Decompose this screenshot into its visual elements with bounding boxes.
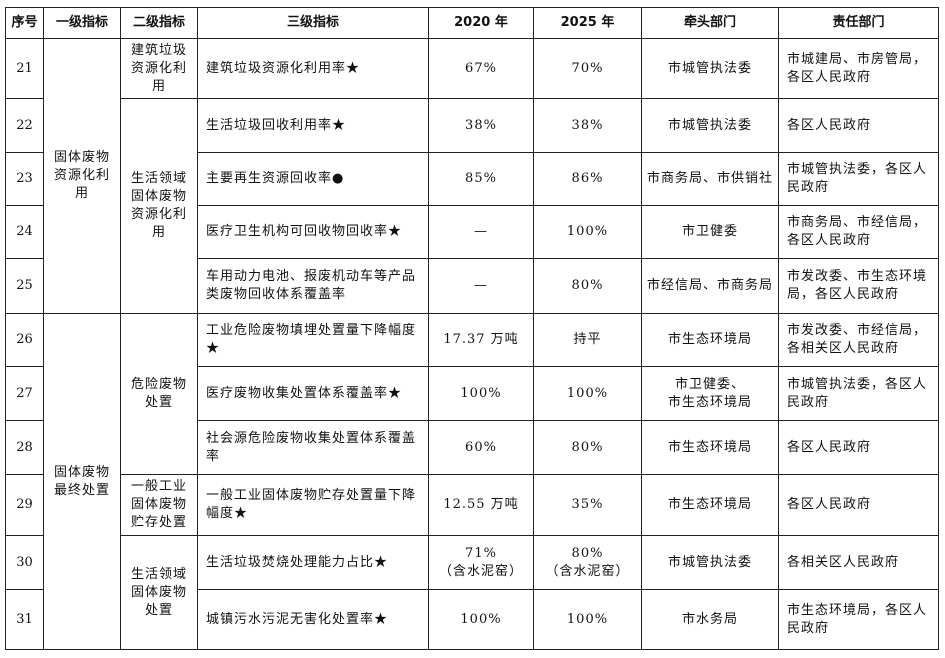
row-seq: 29 — [5, 474, 44, 536]
lead-department: 市城管执法委 — [641, 38, 779, 99]
row-seq: 31 — [5, 589, 44, 650]
value-2025: 100% — [533, 366, 642, 421]
header-seq: 序号 — [5, 7, 44, 39]
responsible-department: 各区人民政府 — [778, 474, 939, 536]
table-row: 23 主要再生资源回收率● 85% 86% 市商务局、市供销社 市城管执法委，各区人民政府 — [5, 152, 939, 206]
header-level3: 三级指标 — [197, 7, 429, 39]
level1-indicator: 固体废物最终处置 — [43, 313, 121, 650]
table-row: 30 生活领域固体废物处置 生活垃圾焚烧处理能力占比★ 71% （含水泥窑） 80% （含水… — [5, 535, 939, 650]
table-row: 22 生活领域固体废物资源化利用 生活垃圾回收利用率★ 38% 38% 市城管执法委 各区人… — [5, 98, 939, 314]
responsible-department: 市商务局、市经信局，各区人民政府 — [778, 205, 939, 259]
value-2025: 100% — [533, 205, 642, 259]
table-row: 26 固体废物最终处置 危险废物处置 工业危险废物填埋处置量下降幅度★ 17.37 万吨… — [5, 313, 939, 650]
level3-indicator: 生活垃圾焚烧处理能力占比★ — [197, 535, 429, 590]
row-seq: 22 — [5, 98, 44, 153]
table-row: 27 医疗废物收集处置体系覆盖率★ 100% 100% 市卫健委、 市生态环境局 市城管执法… — [5, 366, 939, 421]
responsible-department: 各区人民政府 — [778, 420, 939, 475]
level3-indicator: 医疗废物收集处置体系覆盖率★ — [197, 366, 429, 421]
value-2020: — — [428, 205, 534, 259]
table-row: 28 社会源危险废物收集处置体系覆盖率 60% 80% 市生态环境局 各区人民政府 — [5, 420, 939, 475]
header-row: 序号 一级指标 二级指标 三级指标 2020 年 2025 年 牵头部门 责任部… — [5, 7, 939, 39]
header-2020: 2020 年 — [428, 7, 534, 39]
value-2025: 持平 — [533, 313, 642, 367]
level3-indicator: 社会源危险废物收集处置体系覆盖率 — [197, 420, 429, 475]
level3-indicator: 城镇污水污泥无害化处置率★ — [197, 589, 429, 650]
table-row: 31 城镇污水污泥无害化处置率★ 100% 100% 市水务局 市生态环境局，各区人民政府 — [5, 589, 939, 650]
level3-indicator: 生活垃圾回收利用率★ — [197, 98, 429, 153]
lead-department: 市水务局 — [641, 589, 779, 650]
row-seq: 27 — [5, 366, 44, 421]
table-row: 21 固体废物资源化利用 建筑垃圾资源化利用 建筑垃圾资源化利用率★ 67% 70% 市城管… — [5, 38, 939, 314]
row-seq: 26 — [5, 313, 44, 367]
value-2020: 100% — [428, 589, 534, 650]
value-2020: 67% — [428, 38, 534, 99]
lead-department: 市生态环境局 — [641, 474, 779, 536]
header-level2: 二级指标 — [120, 7, 198, 39]
value-2020: 38% — [428, 98, 534, 153]
value-2020: 100% — [428, 366, 534, 421]
level2-indicator: 生活领域固体废物处置 — [120, 535, 198, 650]
header-resp-dept: 责任部门 — [778, 7, 939, 39]
level2-indicator: 生活领域固体废物资源化利用 — [120, 98, 198, 314]
header-2025: 2025 年 — [533, 7, 642, 39]
lead-department: 市经信局、市商务局 — [641, 258, 779, 314]
level3-indicator: 主要再生资源回收率● — [197, 152, 429, 206]
value-2025: 100% — [533, 589, 642, 650]
responsible-department: 市城建局、市房管局，各区人民政府 — [778, 38, 939, 99]
value-2025: 35% — [533, 474, 642, 536]
value-2025: 70% — [533, 38, 642, 99]
row-seq: 28 — [5, 420, 44, 475]
value-2020: 60% — [428, 420, 534, 475]
table-row: 29 一般工业固体废物贮存处置 一般工业固体废物贮存处置量下降幅度★ 12.55 万吨… — [5, 474, 939, 536]
value-2025: 86% — [533, 152, 642, 206]
responsible-department: 市城管执法委，各区人民政府 — [778, 366, 939, 421]
row-seq: 21 — [5, 38, 44, 99]
header-lead-dept: 牵头部门 — [641, 7, 779, 39]
value-2025: 38% — [533, 98, 642, 153]
value-2020: 12.55 万吨 — [428, 474, 534, 536]
value-2020: 85% — [428, 152, 534, 206]
responsible-department: 市生态环境局，各区人民政府 — [778, 589, 939, 650]
table-row: 24 医疗卫生机构可回收物回收率★ —100% 市卫健委 市商务局、市经信局，各区人民政… — [5, 205, 939, 259]
value-2020: 71% （含水泥窑） — [428, 535, 534, 590]
level2-indicator: 危险废物处置 — [120, 313, 198, 475]
level1-indicator: 固体废物资源化利用 — [43, 38, 121, 314]
lead-department: 市卫健委 — [641, 205, 779, 259]
level3-indicator: 建筑垃圾资源化利用率★ — [197, 38, 429, 99]
table-row: 25 车用动力电池、报废机动车等产品类废物回收体系覆盖率 —80% 市经信局、市商务局… — [5, 258, 939, 314]
level3-indicator: 车用动力电池、报废机动车等产品类废物回收体系覆盖率 — [197, 258, 429, 314]
row-seq: 30 — [5, 535, 44, 590]
row-seq: 23 — [5, 152, 44, 206]
value-2025: 80% — [533, 258, 642, 314]
indicator-table: 序号 一级指标 二级指标 三级指标 2020 年 2025 年 牵头部门 责任部… — [5, 7, 939, 650]
responsible-department: 市城管执法委，各区人民政府 — [778, 152, 939, 206]
lead-department: 市生态环境局 — [641, 313, 779, 367]
value-2025: 80% — [533, 420, 642, 475]
value-2020: 17.37 万吨 — [428, 313, 534, 367]
level3-indicator: 医疗卫生机构可回收物回收率★ — [197, 205, 429, 259]
row-seq: 24 — [5, 205, 44, 259]
responsible-department: 市发改委、市经信局，各相关区人民政府 — [778, 313, 939, 367]
responsible-department: 各区人民政府 — [778, 98, 939, 153]
level3-indicator: 一般工业固体废物贮存处置量下降幅度★ — [197, 474, 429, 536]
row-seq: 25 — [5, 258, 44, 314]
level2-indicator: 一般工业固体废物贮存处置 — [120, 474, 198, 536]
lead-department: 市城管执法委 — [641, 535, 779, 590]
responsible-department: 市发改委、市生态环境局，各区人民政府 — [778, 258, 939, 314]
lead-department: 市卫健委、 市生态环境局 — [641, 366, 779, 421]
lead-department: 市商务局、市供销社 — [641, 152, 779, 206]
header-level1: 一级指标 — [43, 7, 121, 39]
value-2025: 80% （含水泥窑） — [533, 535, 642, 590]
responsible-department: 各相关区人民政府 — [778, 535, 939, 590]
level2-indicator: 建筑垃圾资源化利用 — [120, 38, 198, 99]
lead-department: 市生态环境局 — [641, 420, 779, 475]
lead-department: 市城管执法委 — [641, 98, 779, 153]
value-2020: — — [428, 258, 534, 314]
level3-indicator: 工业危险废物填埋处置量下降幅度★ — [197, 313, 429, 367]
